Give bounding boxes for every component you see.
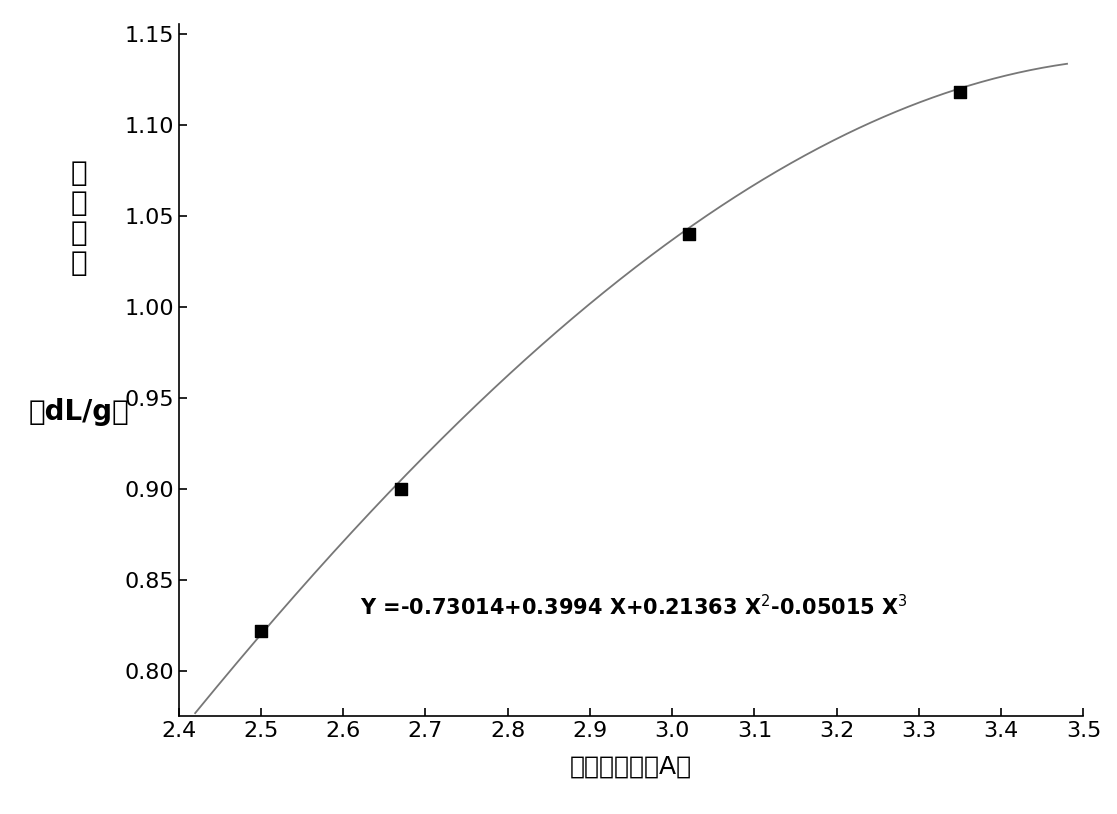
Point: [252, 624, 270, 637]
Point: [680, 227, 698, 240]
Text: Y =-0.73014+0.3994 X+0.21363 X$^{2}$-0.05015 X$^{3}$: Y =-0.73014+0.3994 X+0.21363 X$^{2}$-0.0…: [360, 594, 907, 619]
Text: （dL/g）: （dL/g）: [29, 398, 130, 426]
Point: [952, 85, 970, 98]
Text: 特
性
粘
度: 特 性 粘 度: [70, 159, 87, 278]
X-axis label: 终止电流　（A）: 终止电流 （A）: [570, 755, 693, 779]
Point: [392, 482, 410, 495]
